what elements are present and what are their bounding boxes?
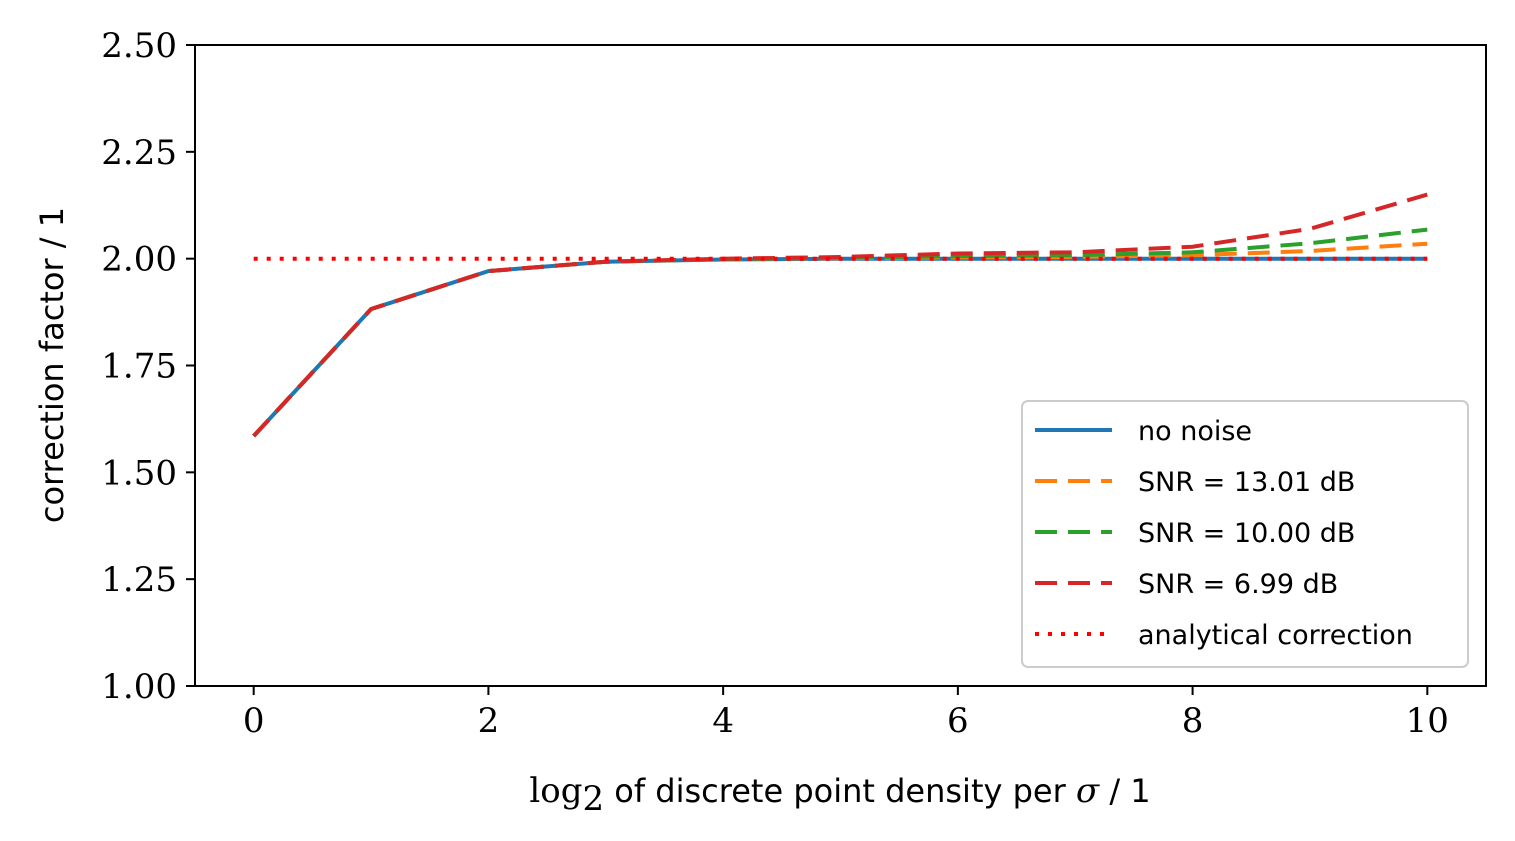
y-tick-label: 2.50 [101, 26, 177, 66]
x-tick-label: 6 [947, 701, 969, 741]
x-axis-ticks: 0 2 4 6 8 10 [243, 686, 1449, 741]
legend-label-3: SNR = 6.99 dB [1138, 569, 1338, 600]
y-tick-label: 2.00 [101, 240, 177, 280]
x-tick-label: 4 [712, 701, 734, 741]
x-tick-label: 10 [1406, 701, 1449, 741]
x-axis-label-sigma: σ [1076, 771, 1100, 811]
y-tick-label: 1.25 [101, 560, 177, 600]
x-axis-label-text: of discrete point density per [604, 772, 1076, 810]
y-tick-label: 1.00 [101, 667, 177, 707]
x-tick-label: 0 [243, 701, 265, 741]
x-axis-label-log: log [529, 771, 582, 811]
y-tick-label: 1.50 [101, 453, 177, 493]
y-tick-label: 2.25 [101, 133, 177, 173]
x-tick-label: 2 [478, 701, 500, 741]
series-layer [252, 192, 1428, 438]
x-axis-label: log2 of discrete point density per σ / 1 [529, 771, 1150, 819]
legend-label-1: SNR = 13.01 dB [1138, 467, 1355, 498]
x-axis-label-unit: / 1 [1099, 772, 1150, 810]
y-axis-label: correction factor / 1 [33, 207, 71, 523]
x-axis-label-subscript: 2 [582, 779, 604, 819]
legend-label-2: SNR = 10.00 dB [1138, 518, 1355, 549]
legend-box [1021, 400, 1469, 668]
y-tick-label: 1.75 [101, 347, 177, 387]
legend-label-4: analytical correction [1138, 620, 1413, 651]
legend-label-0: no noise [1138, 416, 1252, 447]
y-axis-ticks: 1.00 1.25 1.50 1.75 2.00 2.25 2.50 [101, 26, 195, 707]
x-tick-label: 8 [1182, 701, 1204, 741]
legend: no noise SNR = 13.01 dB SNR = 10.00 dB SNR … [1021, 400, 1469, 668]
